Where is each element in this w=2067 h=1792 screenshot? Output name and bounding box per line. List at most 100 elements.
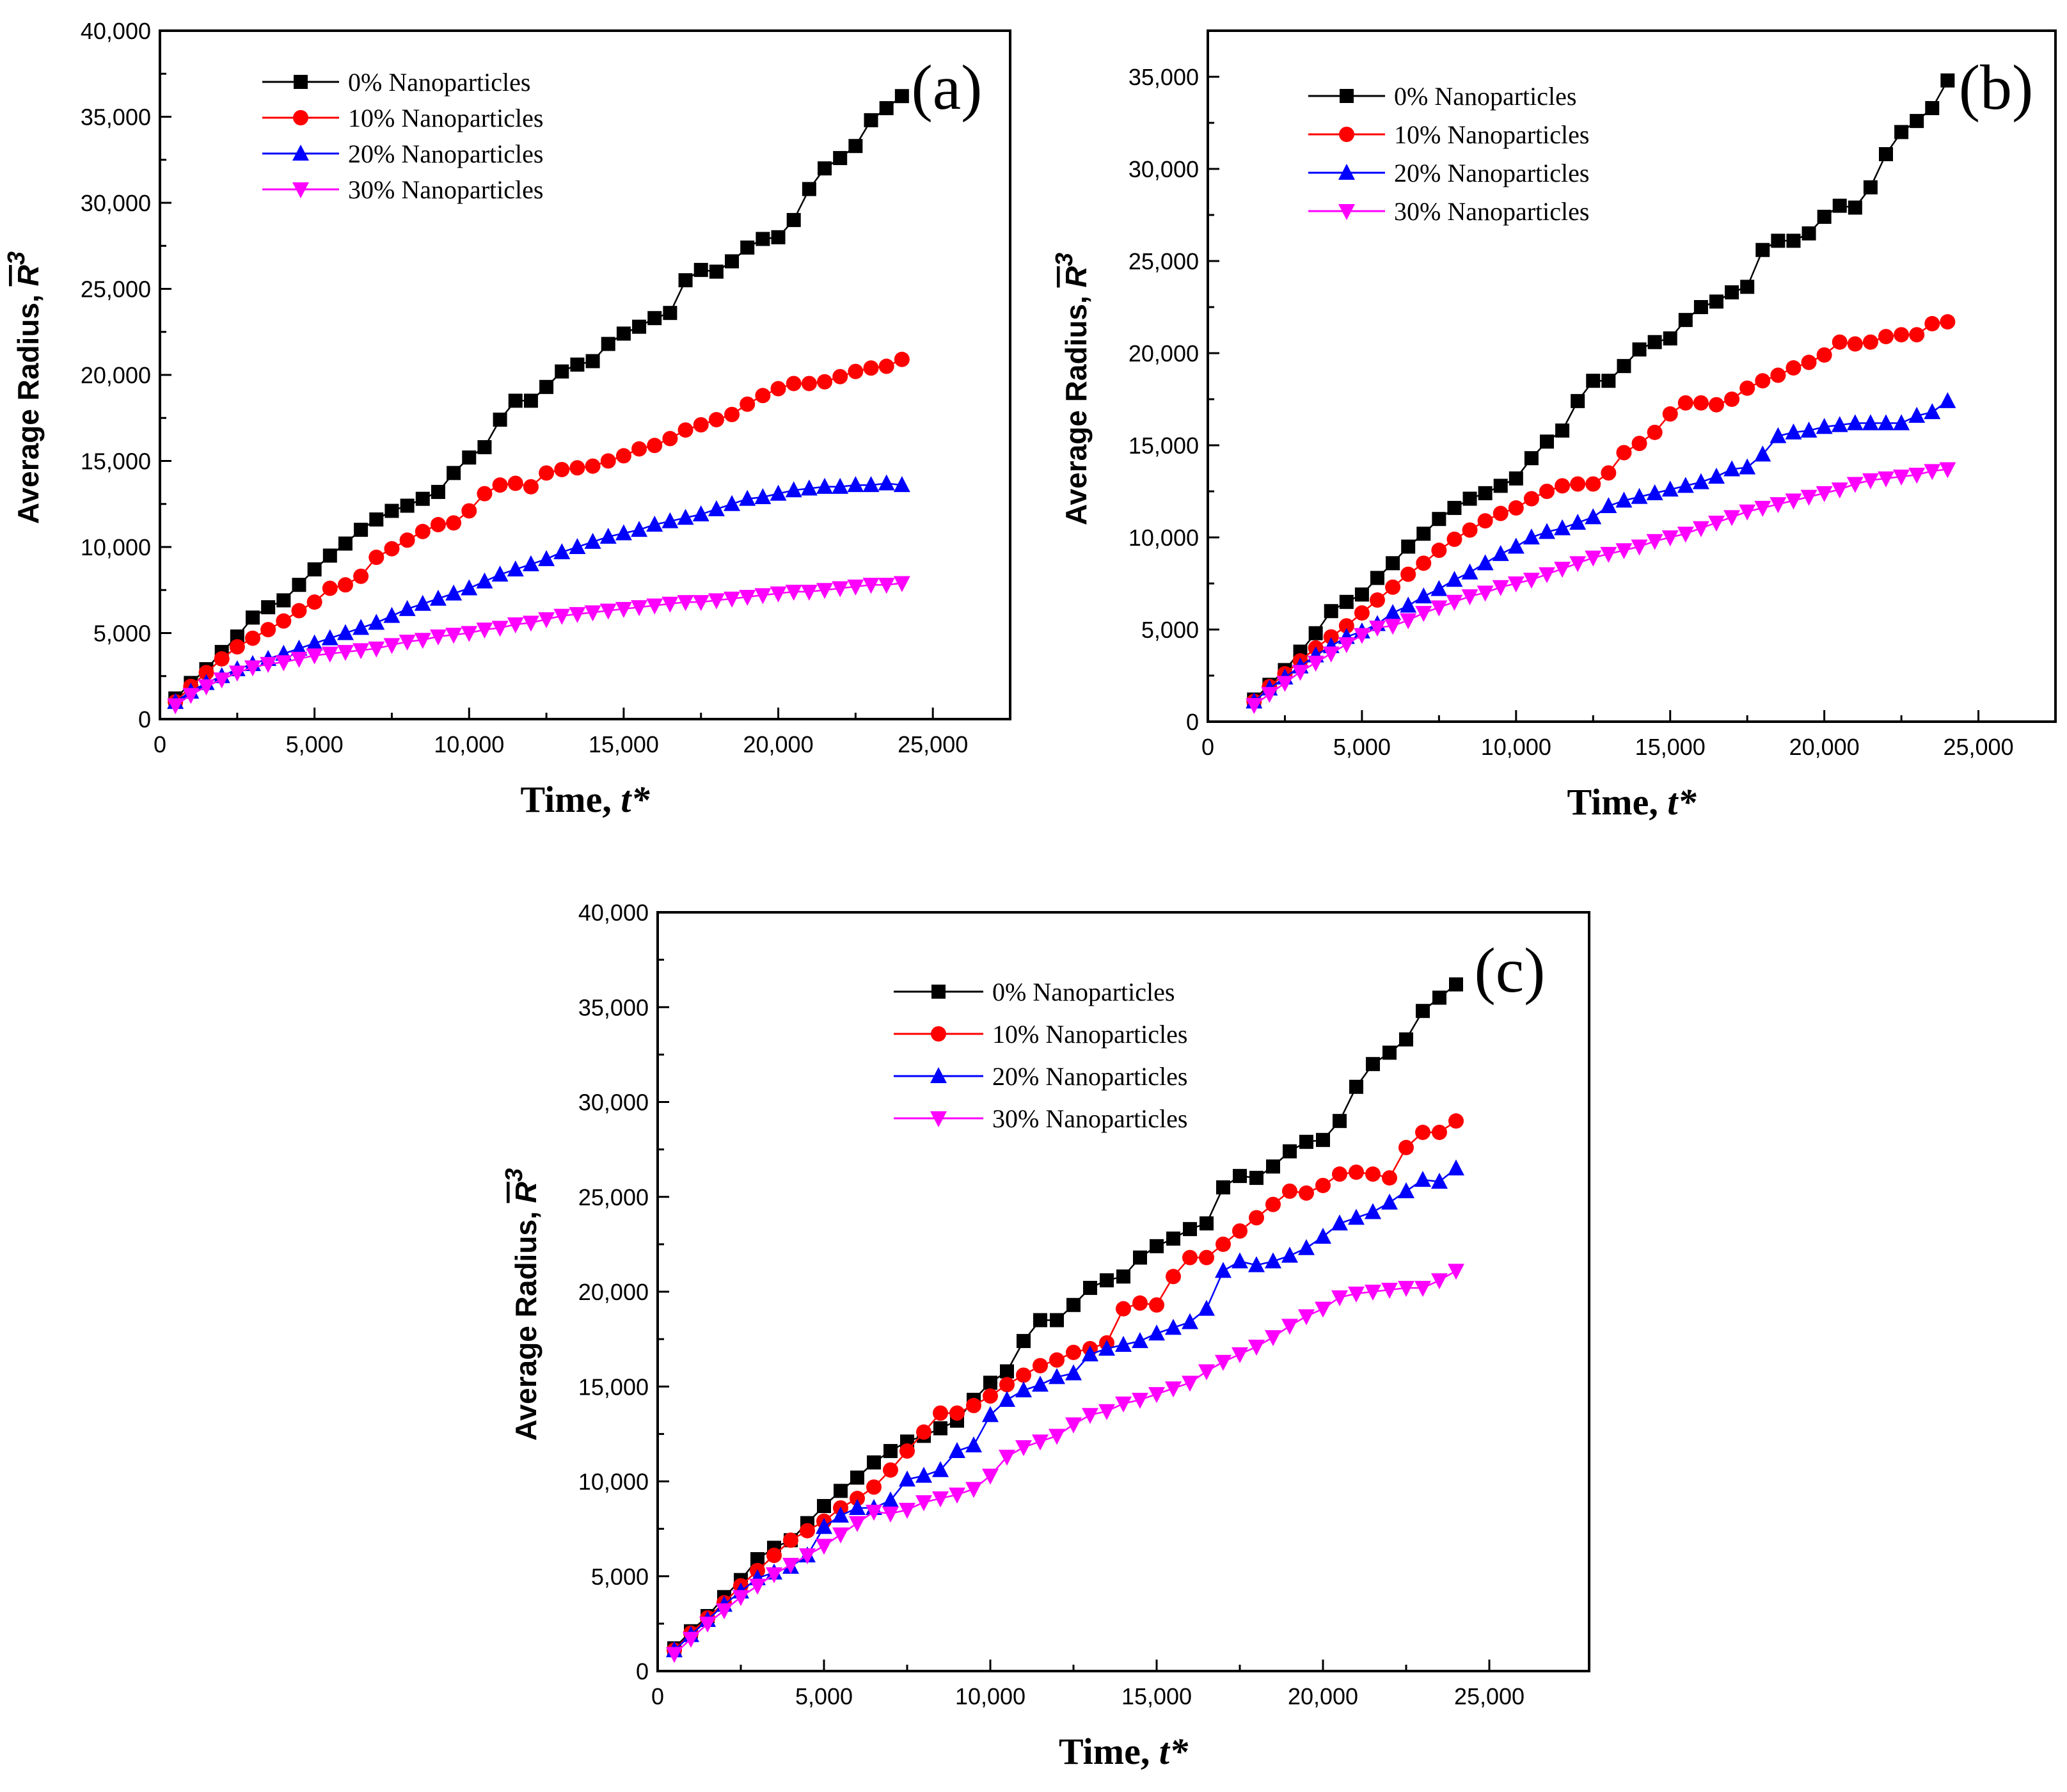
data-point [1893, 414, 1910, 431]
y-axis-label: Average Radius, R3 [1051, 253, 1093, 525]
data-point [306, 648, 323, 665]
data-point [1370, 592, 1385, 608]
data-point [800, 479, 818, 496]
data-point [244, 630, 260, 646]
chart-panel-a: 0 5,000 10,000 15,000 20,000 25,000 0 5,000 10,0… [3, 18, 1011, 820]
data-point [585, 354, 600, 369]
data-point [229, 639, 245, 655]
data-point [749, 1578, 766, 1595]
data-point [739, 590, 756, 607]
data-point [1065, 1364, 1082, 1381]
y-tick-label: 10,000 [1129, 525, 1199, 551]
data-point [1382, 1045, 1397, 1060]
data-point [1098, 1404, 1115, 1420]
data-point [1349, 1079, 1363, 1094]
legend-marker [293, 110, 308, 125]
data-point [462, 450, 477, 465]
data-point [1771, 234, 1786, 248]
data-point [1166, 1269, 1181, 1285]
data-point [915, 1495, 932, 1512]
data-point [292, 578, 306, 592]
data-point [1231, 1252, 1248, 1269]
data-point [1446, 571, 1463, 587]
data-point [167, 698, 184, 715]
data-point [883, 1444, 898, 1459]
data-point [291, 603, 307, 619]
y-tick-label: 0 [138, 706, 151, 733]
data-point [400, 498, 415, 513]
data-point [276, 593, 291, 608]
data-point [800, 1523, 815, 1539]
data-point [1415, 587, 1432, 604]
data-point [1017, 1334, 1031, 1349]
y-axis-label-text: Average Radius, [12, 286, 45, 524]
data-point [1416, 527, 1431, 541]
data-point [782, 1557, 799, 1574]
data-point [1554, 561, 1571, 578]
data-point [368, 641, 385, 658]
data-point [290, 651, 308, 668]
data-point [1523, 491, 1539, 507]
data-point [1785, 493, 1802, 510]
data-point [692, 505, 709, 521]
data-point [538, 550, 555, 566]
data-point [1431, 1273, 1448, 1290]
data-point [882, 1491, 899, 1508]
x-tick-label: 15,000 [1635, 734, 1706, 760]
data-point [1508, 500, 1524, 516]
data-point [553, 608, 571, 625]
data-point [477, 486, 493, 502]
data-point [1338, 618, 1354, 634]
data-point [461, 503, 477, 519]
data-point [1298, 1309, 1315, 1326]
data-point [1315, 1301, 1331, 1318]
data-point [1678, 313, 1693, 328]
data-point [816, 1518, 832, 1534]
data-point [1894, 327, 1910, 343]
data-point [1249, 1171, 1263, 1185]
series-line [674, 1270, 1457, 1655]
data-point [862, 476, 880, 493]
data-point [1448, 1113, 1464, 1129]
data-point [631, 600, 648, 617]
y-tick-label: 40,000 [81, 18, 151, 44]
data-point [1248, 1339, 1265, 1356]
data-point [739, 489, 756, 506]
data-point [1400, 566, 1416, 582]
data-point [1065, 1417, 1082, 1434]
data-point [1307, 655, 1324, 672]
data-point [1939, 392, 1956, 408]
data-point [1478, 486, 1493, 500]
data-point [383, 638, 400, 654]
data-point [1333, 1114, 1347, 1129]
x-tick-label: 20,000 [1288, 1683, 1358, 1709]
data-point [847, 476, 864, 493]
data-point [1816, 486, 1833, 502]
data-point [1283, 1144, 1297, 1159]
data-point [1739, 380, 1755, 396]
data-point [801, 376, 817, 392]
series-circle [667, 1113, 1464, 1658]
data-point [354, 523, 368, 537]
data-point [1879, 147, 1893, 161]
y-tick-label: 30,000 [1129, 156, 1199, 182]
x-tick-label: 15,000 [589, 731, 659, 757]
legend-entry: 10% Nanoparticles [262, 104, 543, 132]
data-point [1631, 436, 1647, 452]
data-point [647, 438, 663, 454]
data-point [1132, 1332, 1148, 1349]
data-point [1049, 1368, 1065, 1384]
data-point [879, 101, 894, 116]
data-point [983, 1388, 998, 1404]
data-point [1216, 1180, 1230, 1194]
data-point [523, 393, 538, 408]
data-point [661, 596, 679, 613]
data-point [1432, 990, 1446, 1005]
y-tick-label: 40,000 [578, 900, 649, 926]
data-point [1033, 1358, 1048, 1374]
data-point [353, 568, 369, 584]
data-point [1398, 1139, 1414, 1155]
data-point [616, 326, 631, 341]
data-point [999, 1391, 1015, 1407]
data-point [1924, 403, 1941, 420]
